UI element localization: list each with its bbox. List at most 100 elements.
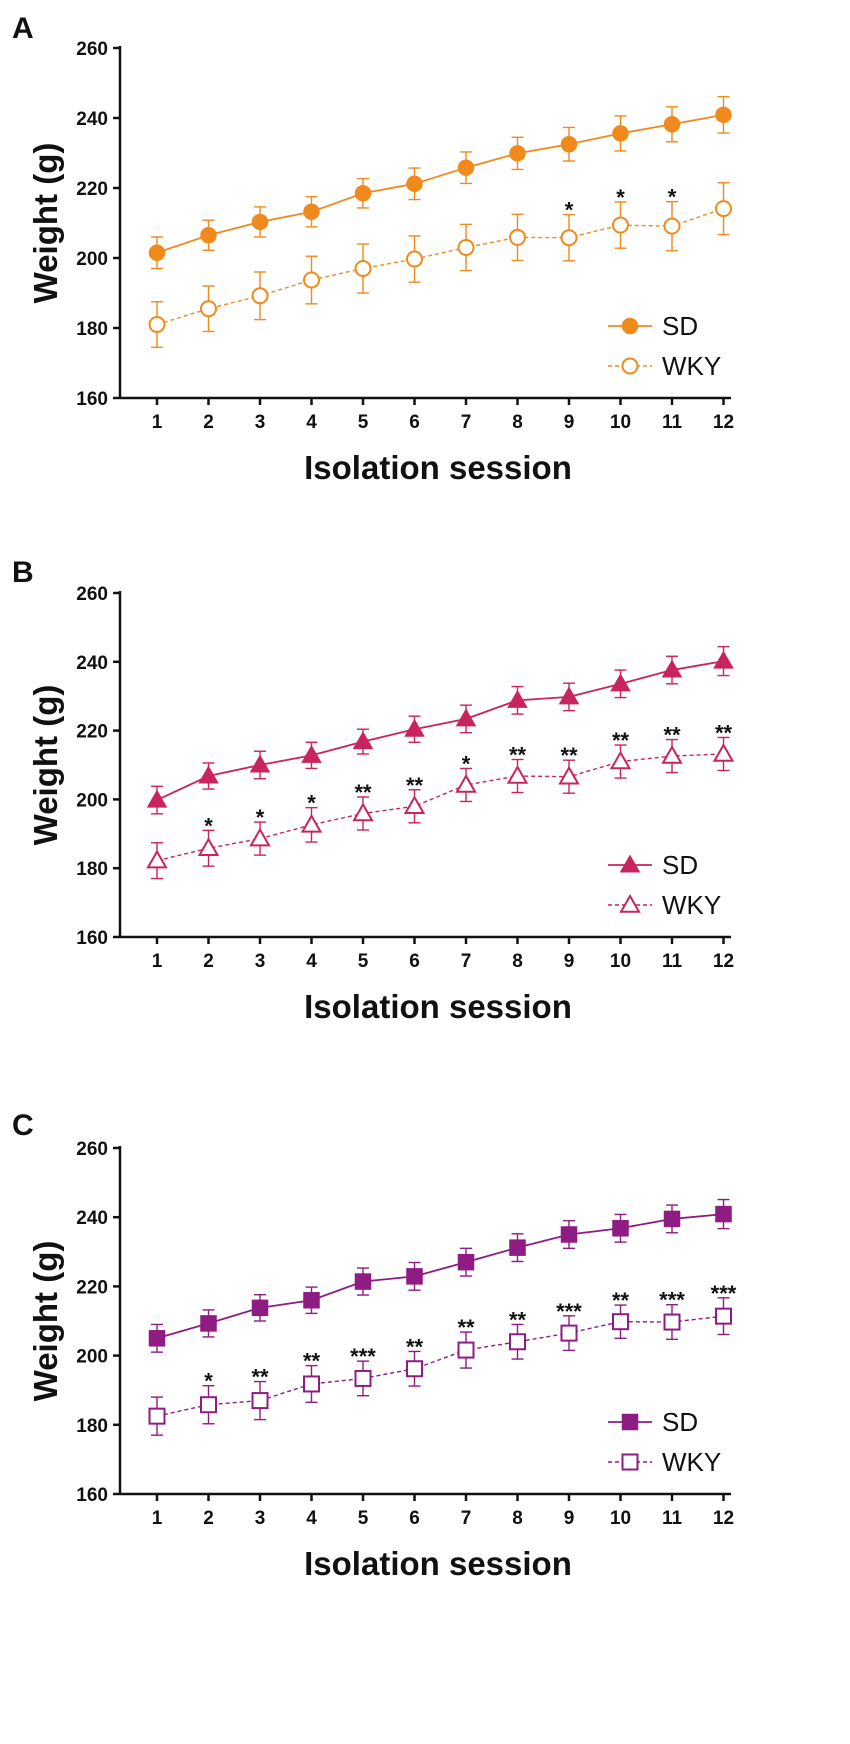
x-tick-label: 10 <box>610 951 631 972</box>
y-tick-label: 160 <box>76 1485 108 1506</box>
x-tick-label: 1 <box>152 951 163 972</box>
data-point <box>251 1299 269 1317</box>
data-point <box>404 718 425 737</box>
series-wky <box>146 736 735 880</box>
data-point <box>612 1220 629 1237</box>
data-point <box>457 1253 475 1271</box>
x-tick-label: 4 <box>306 1508 317 1529</box>
series-sd <box>146 645 734 815</box>
data-point <box>509 145 526 162</box>
x-axis-title: Isolation session <box>304 1545 572 1582</box>
data-point <box>301 744 322 763</box>
legend-label: WKY <box>662 890 721 920</box>
legend-label: SD <box>662 311 698 341</box>
data-point <box>200 1315 217 1332</box>
significance-marker: *** <box>556 1299 582 1324</box>
data-point <box>148 244 166 261</box>
data-point <box>558 765 580 785</box>
data-point <box>406 250 423 268</box>
significance-marker: * <box>307 791 316 816</box>
x-tick-label: 8 <box>512 412 523 433</box>
x-tick-label: 11 <box>662 412 683 433</box>
y-tick-label: 180 <box>76 1416 108 1437</box>
data-point <box>712 742 735 762</box>
x-tick-label: 6 <box>409 951 420 972</box>
legend-label: SD <box>662 1407 698 1437</box>
significance-marker: ** <box>715 720 733 745</box>
y-tick-label: 260 <box>76 1139 108 1160</box>
data-point <box>354 1273 372 1290</box>
x-tick-label: 7 <box>461 412 472 433</box>
significance-marker: ** <box>663 723 681 748</box>
significance-marker: ** <box>251 1365 269 1390</box>
x-tick-label: 6 <box>409 412 420 433</box>
series-line <box>156 1315 724 1417</box>
data-point <box>663 1313 681 1331</box>
x-tick-label: 2 <box>203 951 214 972</box>
data-point <box>251 1392 269 1410</box>
panel-letter: C <box>12 1109 34 1142</box>
x-tick-label: 3 <box>255 412 266 433</box>
significance-marker: * <box>204 813 213 838</box>
x-tick-label: 11 <box>662 1508 683 1529</box>
data-point <box>612 1313 629 1331</box>
x-axis-title: Isolation session <box>304 449 572 486</box>
legend-marker <box>619 893 641 913</box>
x-tick-label: 7 <box>461 951 472 972</box>
significance-marker: * <box>204 1369 213 1394</box>
data-point <box>715 1307 732 1325</box>
x-tick-label: 5 <box>358 412 369 433</box>
data-point <box>715 106 732 124</box>
data-point <box>661 659 683 678</box>
data-point <box>352 731 374 750</box>
data-point <box>509 1239 526 1256</box>
data-point <box>455 708 477 727</box>
y-tick-label: 220 <box>76 179 108 200</box>
data-point <box>249 754 271 773</box>
y-tick-label: 200 <box>76 1347 108 1368</box>
significance-marker: *** <box>350 1344 376 1369</box>
data-point <box>200 227 217 244</box>
y-tick-label: 160 <box>76 928 108 949</box>
data-point <box>148 316 166 333</box>
x-tick-label: 11 <box>662 951 683 972</box>
x-tick-label: 8 <box>512 951 523 972</box>
data-point <box>612 125 629 142</box>
data-point <box>303 271 320 289</box>
data-point <box>457 239 475 256</box>
x-tick-label: 10 <box>610 412 631 433</box>
data-point <box>354 185 372 202</box>
data-point <box>663 116 681 133</box>
series-sd <box>148 1198 732 1353</box>
series-line <box>156 753 724 862</box>
significance-marker: * <box>565 198 574 223</box>
significance-marker: * <box>668 185 677 210</box>
panel-letter: A <box>12 12 34 45</box>
data-point <box>354 1369 372 1387</box>
series-line <box>156 207 724 326</box>
data-point <box>612 216 629 234</box>
data-point <box>148 1330 166 1347</box>
data-point <box>406 1360 423 1378</box>
data-point <box>303 1375 320 1393</box>
data-point <box>715 1205 732 1223</box>
data-point <box>509 1333 526 1351</box>
data-point <box>200 1396 217 1414</box>
legend-label: SD <box>662 850 698 880</box>
data-point <box>663 217 681 235</box>
data-point <box>457 159 475 176</box>
series-line <box>156 660 724 801</box>
significance-marker: *** <box>711 1281 737 1306</box>
significance-marker: ** <box>406 773 424 798</box>
legend: SD WKY <box>608 850 721 920</box>
data-point <box>609 750 632 770</box>
series-wky <box>148 182 732 348</box>
significance-marker: *** <box>659 1288 685 1313</box>
significance-marker: ** <box>406 1334 424 1359</box>
data-point <box>610 673 631 692</box>
data-point <box>663 1210 681 1228</box>
data-point <box>507 689 528 708</box>
x-tick-label: 5 <box>358 1508 369 1529</box>
